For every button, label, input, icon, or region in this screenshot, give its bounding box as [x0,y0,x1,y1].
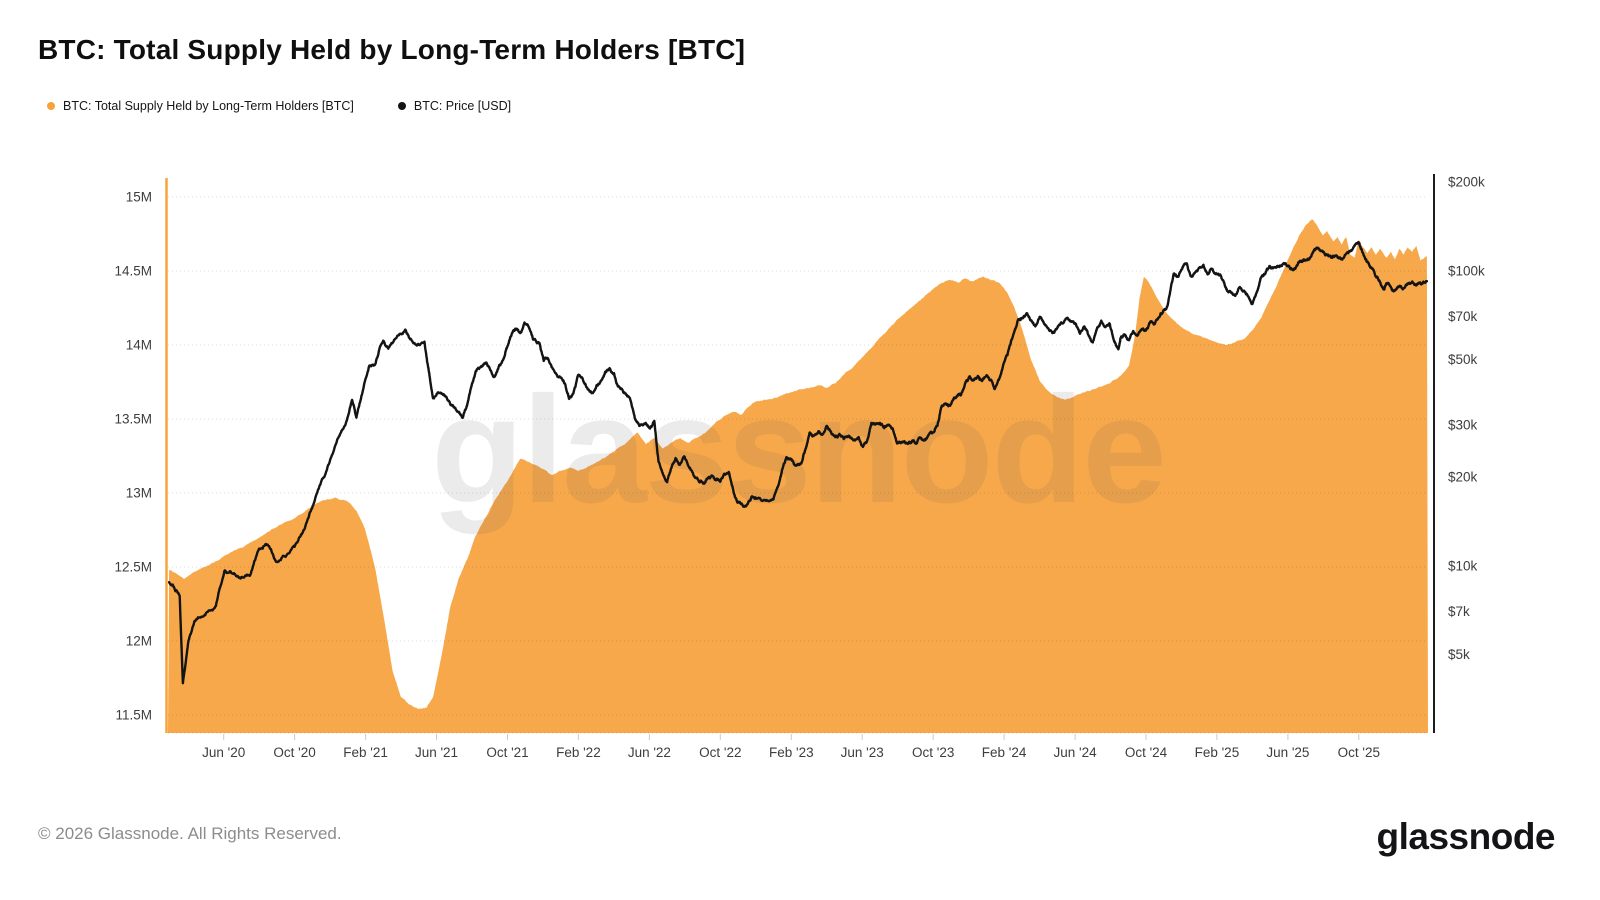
svg-text:11.5M: 11.5M [115,708,152,723]
legend-item-supply[interactable]: BTC: Total Supply Held by Long-Term Hold… [47,99,354,113]
right-axis-labels: $200k $100k $70k $50k $30k $20k $10k $7k $5k [1448,175,1485,663]
supply-series-dot-icon [47,102,55,110]
svg-text:Feb '21: Feb '21 [343,745,388,760]
svg-text:Jun '25: Jun '25 [1266,745,1309,760]
svg-text:Jun '23: Jun '23 [841,745,884,760]
svg-text:$70k: $70k [1448,309,1478,324]
svg-text:$50k: $50k [1448,352,1478,367]
price-legend-label: BTC: Price [USD] [413,99,512,113]
svg-text:12.5M: 12.5M [114,560,152,575]
svg-text:13M: 13M [126,486,152,501]
glassnode-watermark: glassnode [431,365,1165,535]
x-axis-labels: Jun '20 Oct '20 Feb '21 Jun '21 Oct '21 Feb '… [202,734,1380,760]
svg-text:Oct '25: Oct '25 [1338,745,1380,760]
supply-legend-label: BTC: Total Supply Held by Long-Term Hold… [63,99,354,113]
svg-text:$20k: $20k [1448,470,1478,485]
svg-text:$7k: $7k [1448,604,1470,619]
svg-text:Jun '21: Jun '21 [415,745,458,760]
svg-text:$100k: $100k [1448,263,1485,278]
svg-text:Oct '24: Oct '24 [1125,745,1168,760]
svg-text:$5k: $5k [1448,647,1470,662]
chart-canvas[interactable]: glassnode 15M 14.5M 14M 13.5M 13M 12.5M 12M 11.5… [0,0,1600,790]
svg-text:Feb '25: Feb '25 [1195,745,1240,760]
price-series-dot-icon [397,102,406,110]
svg-text:Oct '22: Oct '22 [699,745,741,760]
copyright-text: © 2026 Glassnode. All Rights Reserved. [38,824,342,843]
svg-text:15M: 15M [126,190,152,205]
svg-text:12M: 12M [126,634,152,649]
svg-text:Jun '24: Jun '24 [1054,745,1098,760]
svg-text:$200k: $200k [1448,175,1485,190]
left-axis-labels: 15M 14.5M 14M 13.5M 13M 12.5M 12M 11.5M [114,190,152,723]
price-line-series [168,240,1428,685]
svg-text:Oct '20: Oct '20 [273,745,315,760]
svg-text:14.5M: 14.5M [114,264,152,279]
page-title: BTC: Total Supply Held by Long-Term Hold… [38,34,746,65]
svg-text:$10k: $10k [1448,558,1478,573]
svg-text:Jun '20: Jun '20 [202,745,245,760]
supply-area-series [168,219,1428,733]
svg-text:Oct '21: Oct '21 [486,745,528,760]
svg-text:Feb '24: Feb '24 [982,745,1027,760]
svg-text:Oct '23: Oct '23 [912,745,954,760]
legend-item-price[interactable]: BTC: Price [USD] [397,99,512,113]
svg-text:Feb '23: Feb '23 [769,745,814,760]
svg-text:13.5M: 13.5M [114,412,152,427]
svg-text:Feb '22: Feb '22 [556,745,601,760]
svg-text:14M: 14M [126,338,152,353]
legend: BTC: Total Supply Held by Long-Term Hold… [47,99,511,113]
svg-text:Jun '22: Jun '22 [628,745,671,760]
svg-text:$30k: $30k [1448,418,1478,433]
glassnode-logo: glassnode [1376,816,1556,857]
